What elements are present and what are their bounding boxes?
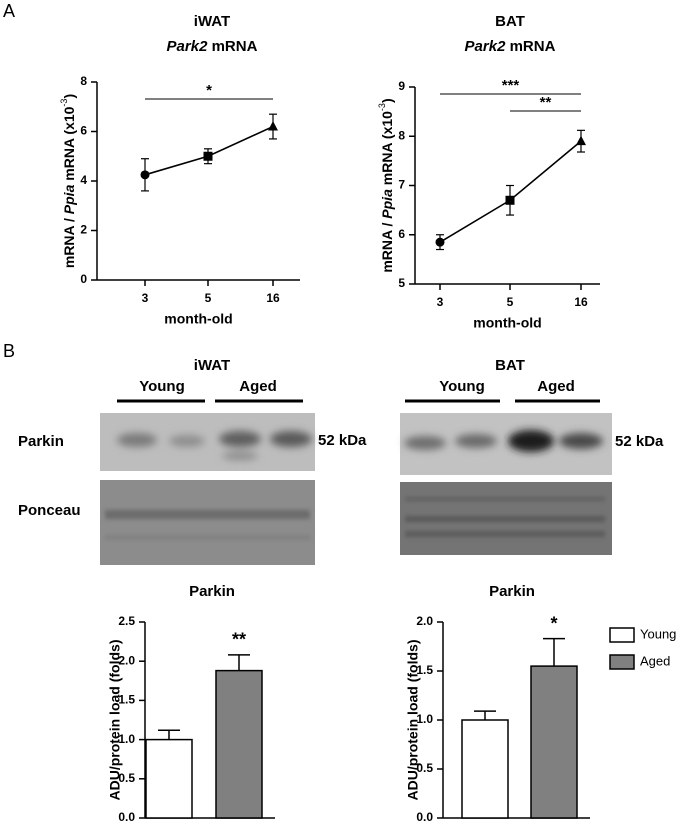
y-tick-label: 0.0 — [118, 810, 135, 823]
y-axis-label: ADU/protein load (folds) — [405, 640, 421, 801]
blot-title: BAT — [495, 357, 525, 374]
chart-title: Parkin — [489, 583, 535, 600]
x-tick-label: 3 — [437, 295, 444, 309]
text-run: mRNA — [505, 38, 555, 55]
legend-label: Aged — [640, 653, 670, 668]
bar — [215, 669, 263, 819]
marker — [268, 121, 278, 131]
y-tick-label: 1.0 — [416, 712, 433, 726]
text-run: ) — [379, 98, 395, 103]
error-bar — [228, 654, 250, 671]
y-tick-label: 2 — [80, 223, 87, 237]
bar — [461, 719, 509, 819]
size-label: 52 kDa — [318, 432, 367, 449]
marker — [505, 195, 515, 205]
error-bar — [158, 729, 180, 740]
y-tick-label: 2.0 — [118, 653, 135, 667]
x-tick-label: 3 — [142, 291, 149, 305]
error-bar — [543, 637, 565, 667]
text-run: mRNA (x10 — [61, 106, 77, 184]
chart-subtitle: Park2 mRNA — [465, 38, 556, 55]
y-tick-label: 5 — [398, 276, 405, 290]
blot-group: Aged — [239, 378, 277, 395]
bar — [530, 665, 578, 819]
y-tick-label: 8 — [80, 74, 87, 88]
y-tick-label: 0.0 — [416, 810, 433, 823]
text-run: Park2 — [167, 38, 209, 55]
bar — [145, 738, 193, 819]
marker — [140, 170, 150, 180]
chart-title: iWAT — [194, 13, 230, 30]
panel-label: A — [3, 1, 15, 21]
y-axis-label: mRNA / Ppia mRNA (x10-3) — [377, 98, 394, 272]
y-tick-label: 4 — [80, 173, 87, 187]
blot-image — [100, 413, 315, 565]
y-tick-label: 2.0 — [416, 614, 433, 628]
text-run: -3 — [59, 99, 69, 107]
legend-label: Young — [640, 626, 676, 641]
text-run: mRNA / — [379, 219, 395, 273]
x-tick-label: 5 — [205, 291, 212, 305]
series-line — [144, 125, 274, 176]
text-run: mRNA — [207, 38, 257, 55]
significance-label: * — [206, 82, 212, 99]
blot-group: Young — [439, 378, 485, 395]
text-run: mRNA / — [61, 214, 77, 268]
size-label: 52 kDa — [615, 433, 664, 450]
chart-title: BAT — [495, 13, 525, 30]
y-tick-label: 7 — [398, 178, 405, 192]
text-run: -3 — [377, 103, 387, 111]
y-tick-label: 0 — [80, 272, 87, 286]
y-tick-label: 6 — [80, 124, 87, 138]
chart-subtitle: Park2 mRNA — [167, 38, 258, 55]
significance-label: *** — [502, 77, 520, 94]
y-tick-label: 1.0 — [118, 732, 135, 746]
chart-title: Parkin — [189, 583, 235, 600]
text-run: Ppia — [379, 189, 395, 219]
error-bar — [474, 710, 496, 720]
text-run: mRNA (x10 — [379, 111, 395, 189]
x-tick-label: 16 — [574, 295, 588, 309]
blot-group: Aged — [537, 378, 575, 395]
panel-label: B — [3, 341, 15, 361]
legend-swatch — [609, 654, 635, 670]
y-tick-label: 1.5 — [416, 663, 433, 677]
y-tick-label: 0.5 — [118, 771, 135, 785]
x-axis-label: month-old — [164, 311, 232, 327]
x-tick-label: 16 — [266, 291, 280, 305]
significance-label: * — [550, 613, 557, 633]
y-tick-label: 9 — [398, 79, 405, 93]
y-tick-label: 8 — [398, 128, 405, 142]
marker — [203, 151, 213, 161]
x-axis-label: month-old — [473, 315, 541, 331]
significance-label: ** — [232, 630, 246, 650]
x-tick-label: 5 — [507, 295, 514, 309]
blot-image — [400, 413, 612, 555]
blot-row-label: Parkin — [18, 433, 64, 450]
marker — [576, 135, 586, 146]
blot-title: iWAT — [194, 357, 230, 374]
blot-group: Young — [139, 378, 185, 395]
legend-swatch — [609, 627, 635, 643]
significance-label: ** — [540, 94, 552, 111]
text-run: ) — [61, 94, 77, 99]
y-tick-label: 0.5 — [416, 761, 433, 775]
marker — [435, 237, 445, 247]
y-tick-label: 2.5 — [118, 614, 135, 628]
y-tick-label: 6 — [398, 227, 405, 241]
y-axis-label: ADU/protein load (folds) — [107, 640, 123, 801]
text-run: Ppia — [61, 184, 77, 214]
y-tick-label: 1.5 — [118, 693, 135, 707]
text-run: Park2 — [465, 38, 507, 55]
blot-row-label: Ponceau — [18, 502, 81, 519]
y-axis-label: mRNA / Ppia mRNA (x10-3) — [59, 94, 76, 268]
